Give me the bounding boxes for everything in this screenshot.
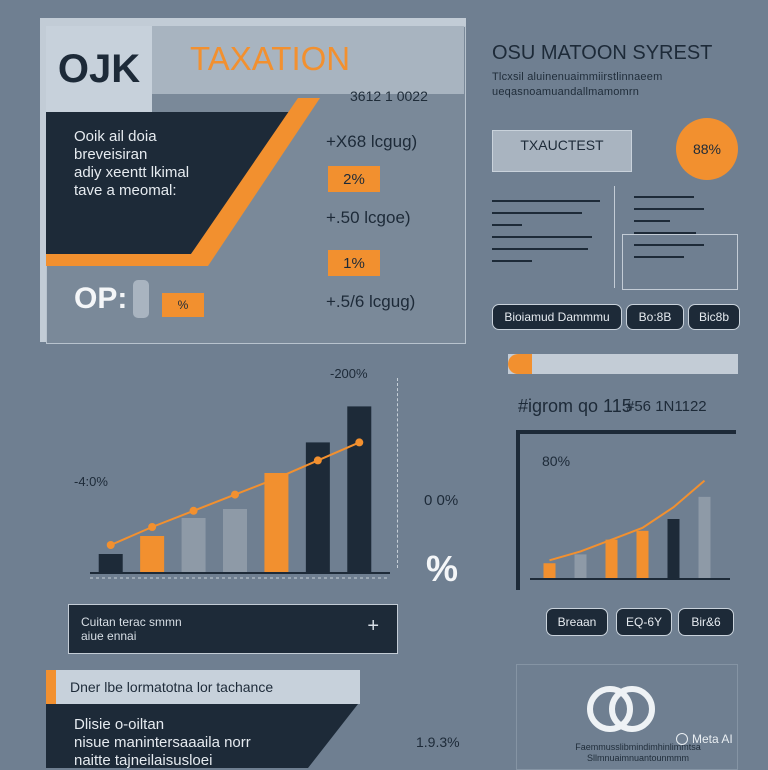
chart1-label-top: -200% xyxy=(330,366,368,381)
mid-right-top-bar xyxy=(508,354,738,374)
trend-point-1 xyxy=(106,541,115,549)
bottom-line: Dlisie o-oiltan xyxy=(74,716,165,733)
bioiamud-button[interactable]: Bioiamud Dammmu xyxy=(492,304,622,330)
caption-line: Faemmusslibmindimhinlimmtsa xyxy=(575,742,701,752)
bir6-button[interactable]: Bir&6 xyxy=(678,608,734,636)
bottom-line: nisue manintersaaaila norr xyxy=(74,734,251,751)
chart1-divider xyxy=(397,378,398,568)
brand-box: OJK xyxy=(46,26,152,112)
chart1-label-right: 0 0% xyxy=(424,492,459,509)
trend-point-7 xyxy=(355,438,364,447)
trend-point-3 xyxy=(189,506,198,515)
subtitle-line: Tlcxsil aluinenuaimmiirstlinnaeem xyxy=(492,71,663,83)
footer-line: aiue ennai xyxy=(81,629,137,643)
body-line: adiy xeentt lkimal xyxy=(74,164,190,181)
trend-point-5 xyxy=(272,474,281,483)
bar-3 xyxy=(181,518,206,572)
bar-2 xyxy=(140,536,165,572)
bottom-banner-text: Dner lbe lormatotna lor tachance xyxy=(70,679,274,695)
body-line: Ooik ail doia xyxy=(74,128,157,145)
date-label: 3612 1 0022 xyxy=(350,88,428,104)
trend-line xyxy=(549,479,706,562)
bottom-value: 1.9.3% xyxy=(416,734,460,750)
bar-7 xyxy=(347,406,372,572)
body-line: breveisiran xyxy=(74,146,148,163)
chart1-label-left: -4:0% xyxy=(74,474,108,489)
chart2-frame-top xyxy=(516,430,736,434)
bar-3 xyxy=(605,539,618,578)
bar-6 xyxy=(698,496,711,578)
column-divider xyxy=(614,186,615,288)
chart1 xyxy=(90,406,390,579)
text-column-left xyxy=(492,200,602,262)
bo8b-button[interactable]: Bo:8B xyxy=(626,304,684,330)
eq6y-button[interactable]: EQ-6Y xyxy=(616,608,672,636)
plus-icon[interactable]: + xyxy=(367,615,379,637)
bar-4 xyxy=(636,530,649,578)
bottom-banner-accent xyxy=(46,670,56,704)
right-top-subtitle: Tlcxsil aluinenuaimmiirstlinnaeem ueqasn… xyxy=(492,70,662,100)
badge-2: 1% xyxy=(328,250,380,276)
chart2-frame-left xyxy=(516,430,520,590)
watermark: Meta AI xyxy=(676,732,733,746)
brand-text: OJK xyxy=(57,46,141,91)
trend-point-4 xyxy=(231,490,239,499)
op-toggle[interactable] xyxy=(133,280,149,318)
value-2: +.50 lcgoe) xyxy=(326,208,411,227)
bottom-banner: Dner lbe lormatotna lor tachance xyxy=(46,670,360,704)
mid-right-title-right: #56 1N1122 xyxy=(626,398,707,415)
bar-5 xyxy=(667,519,680,578)
trend-point-2 xyxy=(148,523,157,531)
percent-circle-value: 88% xyxy=(692,141,722,157)
trend-point-6 xyxy=(313,456,322,465)
footer-line: Cuitan terac smmn xyxy=(81,615,182,629)
bottom-line: naitte tajneilaisusloei xyxy=(74,752,213,769)
body-text: Ooik ail doia breveisiran adiy xeentt lk… xyxy=(74,128,189,200)
percent-circle: 88% xyxy=(676,118,738,180)
badge-1: 2% xyxy=(328,166,380,192)
logo-caption: Faemmusslibmindimhinlimmtsa Sllmnuaimnua… xyxy=(548,742,728,764)
chart2-value-label: 80% xyxy=(542,453,571,469)
txauctest-label: TXAUCTEST xyxy=(520,137,604,153)
chart1-footer: Cuitan terac smmn aiue ennai + xyxy=(68,604,398,654)
value-3: +.5/6 lcgug) xyxy=(326,292,416,311)
bar-5 xyxy=(264,473,289,572)
chart1-label-percent: % xyxy=(426,548,459,589)
bar-1 xyxy=(98,554,123,572)
text-column-right xyxy=(634,196,734,258)
breaan-button[interactable]: Breaan xyxy=(546,608,608,636)
body-line: tave a meomal: xyxy=(74,182,177,199)
bar-1 xyxy=(543,563,556,578)
logo-mark xyxy=(587,686,655,732)
right-top-title: OSU MATOON SYREST xyxy=(492,42,713,64)
bottom-dark-panel xyxy=(46,704,358,768)
txauctest-button[interactable]: TXAUCTEST xyxy=(492,130,632,172)
bar-2 xyxy=(574,554,587,578)
mid-right-top-bar-accent xyxy=(508,354,532,374)
mid-right-title: #igrom qo 115 xyxy=(518,396,632,416)
bar-4 xyxy=(223,509,247,572)
right-box-border xyxy=(622,234,738,290)
value-1: +X68 lcgug) xyxy=(326,132,418,151)
page-title: TAXATION xyxy=(190,40,351,77)
watermark-icon xyxy=(676,733,688,745)
bottom-text: Dlisie o-oiltan nisue manintersaaaila no… xyxy=(74,716,251,770)
subtitle-line: ueqasnoamuandallmamomrn xyxy=(492,86,640,98)
chart2 xyxy=(530,479,730,580)
op-label: OP: xyxy=(74,282,128,315)
bic8b-button[interactable]: Bic8b xyxy=(688,304,740,330)
op-chip[interactable]: % xyxy=(162,293,204,317)
watermark-text: Meta AI xyxy=(692,732,733,746)
top-card-graphic xyxy=(46,98,320,266)
title-strip xyxy=(152,26,464,94)
caption-line: Sllmnuaimnuantounmmm xyxy=(586,753,690,763)
